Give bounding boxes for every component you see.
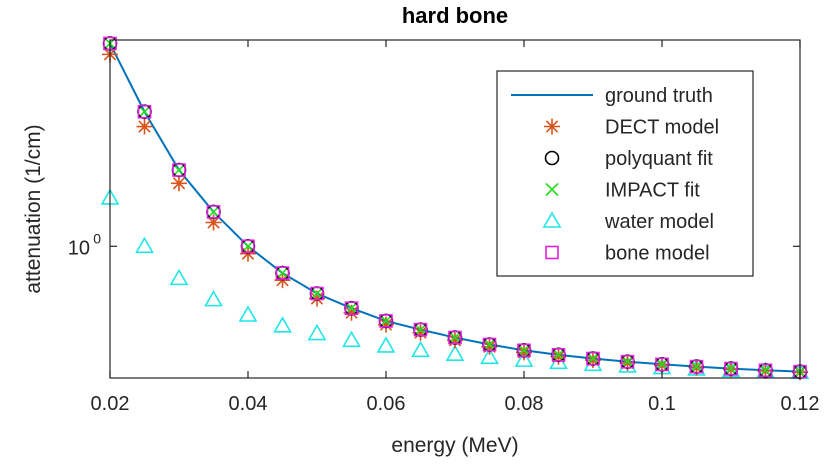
legend-marker-swatch: [544, 118, 560, 135]
data-point-dect-model: [205, 214, 222, 231]
data-point-impact-fit: [482, 337, 497, 352]
legend-item-polyquant-fit: polyquant fit: [544, 148, 713, 170]
y-tick-label-exponent: 0: [93, 230, 101, 246]
data-point-impact-fit: [689, 360, 704, 374]
data-point-water-model: [376, 336, 396, 353]
legend-box: [496, 70, 754, 277]
data-point-impact-fit: [172, 163, 186, 177]
data-point-dect-model: [136, 118, 153, 135]
data-point-bone-model: [275, 266, 290, 280]
data-point-water-model: [135, 236, 154, 254]
data-point-bone-model: [379, 314, 393, 328]
chart-title: hard bone: [402, 3, 508, 28]
legend-marker-swatch: [542, 211, 562, 228]
data-point-bone-model: [724, 361, 738, 376]
data-point-dect-model: [481, 338, 498, 355]
data-point-impact-fit: [517, 343, 531, 357]
data-point-dect-model: [343, 304, 360, 321]
data-point-impact-fit: [586, 351, 600, 366]
data-point-bone-model: [655, 357, 669, 372]
data-point-impact-fit: [724, 362, 738, 376]
legend-label: water model: [604, 211, 714, 233]
legend-item-ground-truth: ground truth: [511, 85, 713, 107]
data-point-impact-fit: [551, 348, 566, 362]
legend-label: bone model: [605, 243, 710, 265]
legend-item-water-model: water model: [542, 211, 714, 233]
data-point-impact-fit: [448, 330, 462, 345]
data-point-bone-model: [586, 351, 600, 366]
data-point-bone-model: [758, 363, 773, 378]
data-point-bone-model: [551, 348, 566, 362]
data-point-water-model: [204, 290, 223, 307]
data-point-water-model: [514, 350, 534, 367]
data-point-impact-fit: [241, 239, 255, 253]
data-point-impact-fit: [758, 363, 773, 377]
legend: ground truth DECT model polyquant fit IMPAC…: [496, 70, 754, 277]
chart-marks: [100, 36, 810, 381]
legend-label: ground truth: [605, 85, 713, 107]
data-point-water-model: [445, 344, 465, 362]
data-point-water-model: [307, 323, 327, 341]
x-tick-label: 0.1: [648, 393, 676, 415]
data-point-water-model: [411, 340, 430, 358]
legend-item-bone-model: bone model: [545, 243, 710, 265]
data-point-impact-fit: [413, 323, 428, 337]
legend-marker-swatch: [545, 245, 559, 260]
x-tick-label: 0.06: [367, 393, 406, 415]
data-point-impact-fit: [137, 105, 152, 119]
data-point-impact-fit: [310, 286, 324, 301]
data-point-dect-model: [550, 348, 567, 365]
data-point-dect-model: [378, 316, 394, 333]
data-point-water-model: [238, 305, 258, 322]
data-point-bone-model: [172, 163, 186, 177]
data-point-dect-model: [516, 344, 532, 361]
data-point-impact-fit: [655, 357, 669, 371]
x-tick-label: 0.02: [91, 393, 130, 415]
data-point-dect-model: [585, 352, 601, 369]
data-point-bone-model: [344, 301, 359, 316]
data-point-water-model: [342, 330, 361, 348]
data-point-dect-model: [619, 354, 636, 371]
data-point-dect-model: [240, 245, 256, 262]
x-tick-label: 0.12: [781, 393, 820, 415]
data-point-bone-model: [620, 354, 635, 369]
data-point-water-model: [169, 268, 189, 286]
plot-frame: [109, 39, 801, 379]
data-point-impact-fit: [344, 301, 359, 315]
data-point-bone-model: [413, 322, 428, 337]
legend-label: DECT model: [605, 117, 719, 139]
data-point-impact-fit: [620, 355, 635, 369]
data-point-water-model: [273, 316, 292, 333]
data-point-bone-model: [448, 330, 462, 345]
data-point-bone-model: [517, 343, 531, 358]
data-point-bone-model: [137, 104, 152, 119]
legend-label: polyquant fit: [605, 148, 713, 170]
legend-marker-swatch: [544, 150, 560, 166]
x-tick-label: 0.04: [229, 393, 268, 415]
y-axis-label: attenuation (1/cm): [22, 124, 45, 293]
x-tick-label: 0.08: [505, 393, 544, 415]
legend-marker-swatch: [545, 182, 559, 197]
y-axis: 10 0: [68, 230, 800, 259]
data-point-dect-model: [412, 324, 429, 341]
data-point-impact-fit: [379, 314, 393, 328]
legend-item-dect-model: DECT model: [544, 117, 719, 139]
data-point-impact-fit: [275, 266, 290, 280]
data-point-bone-model: [310, 286, 324, 301]
data-point-bone-model: [482, 337, 497, 352]
data-point-water-model: [480, 347, 499, 365]
data-point-bone-model: [206, 205, 221, 219]
data-point-dect-model: [171, 175, 187, 192]
legend-item-impact-fit: IMPACT fit: [545, 180, 700, 202]
x-axis: 0.02 0.04 0.06 0.08 0.1 0.12: [91, 40, 820, 415]
y-tick-label: 10: [68, 237, 90, 259]
data-point-dect-model: [309, 290, 325, 307]
legend-label: IMPACT fit: [605, 180, 700, 202]
data-point-bone-model: [689, 359, 704, 374]
data-point-dect-model: [447, 332, 463, 349]
data-point-impact-fit: [206, 205, 221, 219]
x-axis-label: energy (MeV): [391, 434, 518, 457]
data-point-bone-model: [241, 239, 255, 254]
